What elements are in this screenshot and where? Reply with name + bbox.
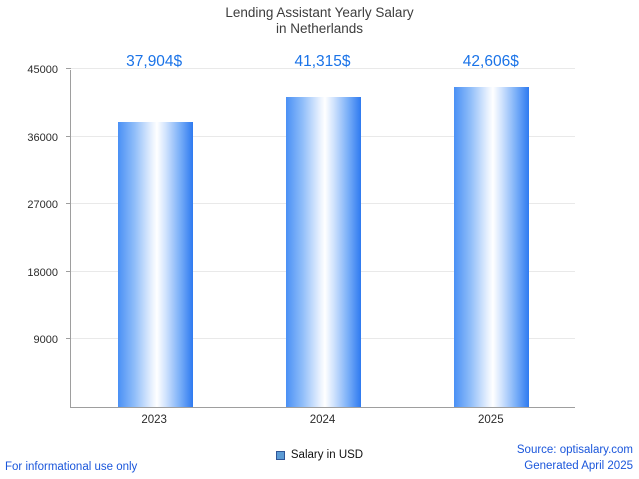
bar-value-label: 37,904$ bbox=[126, 53, 183, 70]
value-label-row: 37,904$ 41,315$ 42,606$ bbox=[70, 53, 575, 71]
bar-slot bbox=[407, 70, 575, 407]
y-axis-labels: 9000 18000 27000 36000 45000 bbox=[0, 64, 64, 408]
y-tick-mark bbox=[66, 270, 71, 272]
y-tick-label: 45000 bbox=[27, 64, 58, 76]
x-tick-label: 2024 bbox=[309, 414, 336, 426]
disclaimer-text: For informational use only bbox=[5, 461, 138, 473]
y-tick-label: 18000 bbox=[27, 266, 58, 279]
legend-label: Salary in USD bbox=[290, 449, 364, 461]
chart-title-line1: Lending Assistant Yearly Salary bbox=[225, 5, 414, 20]
y-tick-label: 27000 bbox=[27, 199, 58, 212]
bar bbox=[285, 96, 361, 407]
y-tick-mark bbox=[66, 338, 71, 340]
x-axis-labels: 2023 2024 2025 bbox=[70, 414, 575, 426]
y-tick-mark bbox=[66, 135, 71, 137]
bar bbox=[117, 122, 193, 407]
gridline bbox=[71, 68, 575, 69]
y-tick-label: 9000 bbox=[33, 334, 58, 347]
bar-value-label: 42,606$ bbox=[462, 53, 519, 70]
bar-value-label: 41,315$ bbox=[294, 53, 351, 70]
bar bbox=[453, 86, 529, 407]
y-tick-mark bbox=[66, 68, 71, 69]
source-link[interactable]: Source: optisalary.com bbox=[516, 444, 633, 456]
bar-slot bbox=[71, 70, 239, 407]
chart-title: Lending Assistant Yearly Salary in Nethe… bbox=[0, 5, 639, 37]
bar-slot bbox=[239, 70, 407, 407]
bars-row bbox=[71, 70, 575, 407]
x-tick-label: 2023 bbox=[141, 414, 167, 426]
x-tick-label: 2025 bbox=[478, 414, 504, 426]
legend-marker-icon bbox=[275, 450, 285, 460]
plot-area bbox=[66, 68, 575, 408]
chart-title-line2: in Netherlands bbox=[275, 20, 364, 36]
source-block: Source: optisalary.com Generated April 2… bbox=[517, 442, 633, 474]
y-tick-mark bbox=[66, 203, 71, 205]
chart-legend: Salary in USD bbox=[0, 449, 639, 461]
generated-date: Generated April 2025 bbox=[524, 460, 633, 473]
y-tick-label: 36000 bbox=[27, 131, 58, 144]
